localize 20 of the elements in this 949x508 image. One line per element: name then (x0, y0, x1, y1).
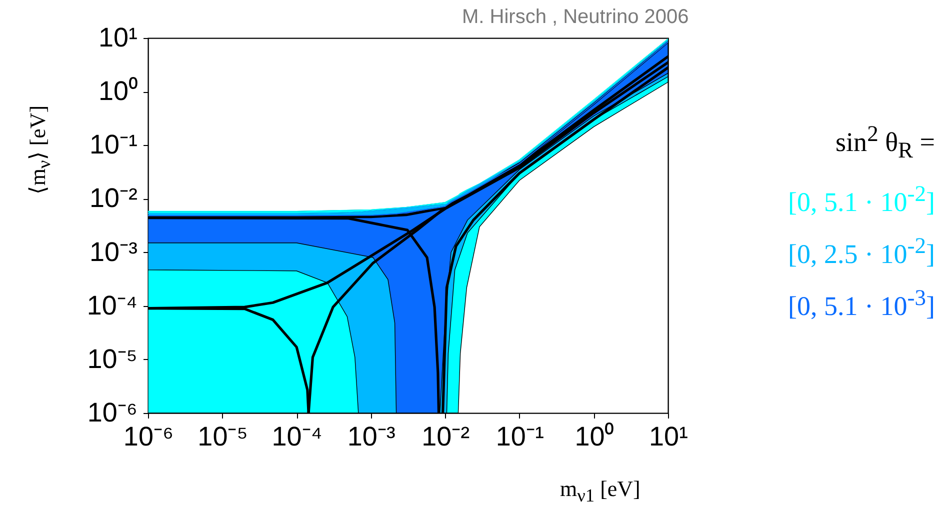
y-tick-label: 10⁻⁵ (87, 344, 138, 374)
y-tick-label: 10⁻⁴ (86, 290, 138, 320)
x-tick-label: 10⁻² (422, 422, 470, 452)
y-tick-label: 10⁻¹ (89, 130, 138, 160)
text: M. Hirsch , Neutrino 2006 (462, 6, 689, 29)
text: [0, 5.1 · 10$^{-3}$] (788, 284, 935, 324)
x-tick-label: 10¹ (648, 422, 688, 452)
x-tick-label: 10⁻¹ (496, 422, 544, 452)
y-tick-label: 10⁰ (98, 76, 138, 106)
y-tick-label: 10¹ (98, 22, 138, 52)
x-tick-label: 10⁻³ (347, 422, 396, 452)
x-tick-label: 10⁻⁴ (272, 422, 322, 452)
x-axis-title: m$_{ν1}$ [eV] (560, 476, 640, 506)
x-tick-label: 10⁻⁵ (198, 422, 248, 452)
y-tick-label: 10⁻² (89, 183, 138, 214)
text: [0, 5.1 · 10$^{-2}$] (788, 180, 935, 220)
text: [0, 2.5 · 10$^{-2}$] (788, 232, 935, 272)
y-tick-label: 10⁻³ (89, 236, 138, 267)
legend-title: sin$^{2}$ θ$_{R}$ = (834, 120, 935, 164)
x-tick-label: 10⁰ (574, 422, 614, 452)
